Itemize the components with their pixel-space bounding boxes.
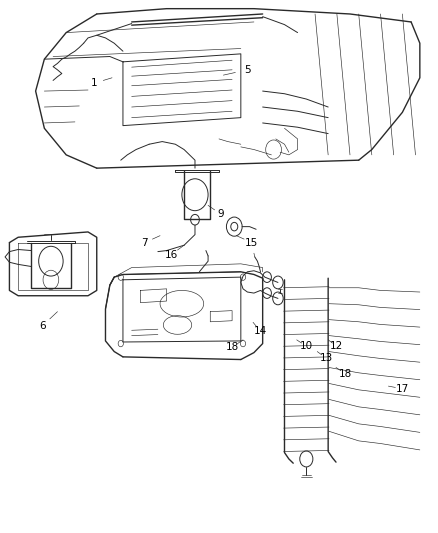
- Text: 13: 13: [319, 353, 332, 363]
- Text: 1: 1: [91, 78, 98, 88]
- Text: 7: 7: [141, 238, 148, 247]
- Text: 10: 10: [300, 341, 313, 351]
- Text: 14: 14: [254, 326, 267, 336]
- Text: 17: 17: [396, 384, 409, 394]
- Text: 16: 16: [164, 250, 177, 260]
- Text: 18: 18: [226, 342, 239, 352]
- Text: 15: 15: [245, 238, 258, 247]
- Text: 6: 6: [39, 321, 46, 331]
- Text: 18: 18: [339, 369, 352, 379]
- Text: 5: 5: [244, 65, 251, 75]
- Text: 12: 12: [330, 341, 343, 351]
- Text: 9: 9: [218, 209, 225, 220]
